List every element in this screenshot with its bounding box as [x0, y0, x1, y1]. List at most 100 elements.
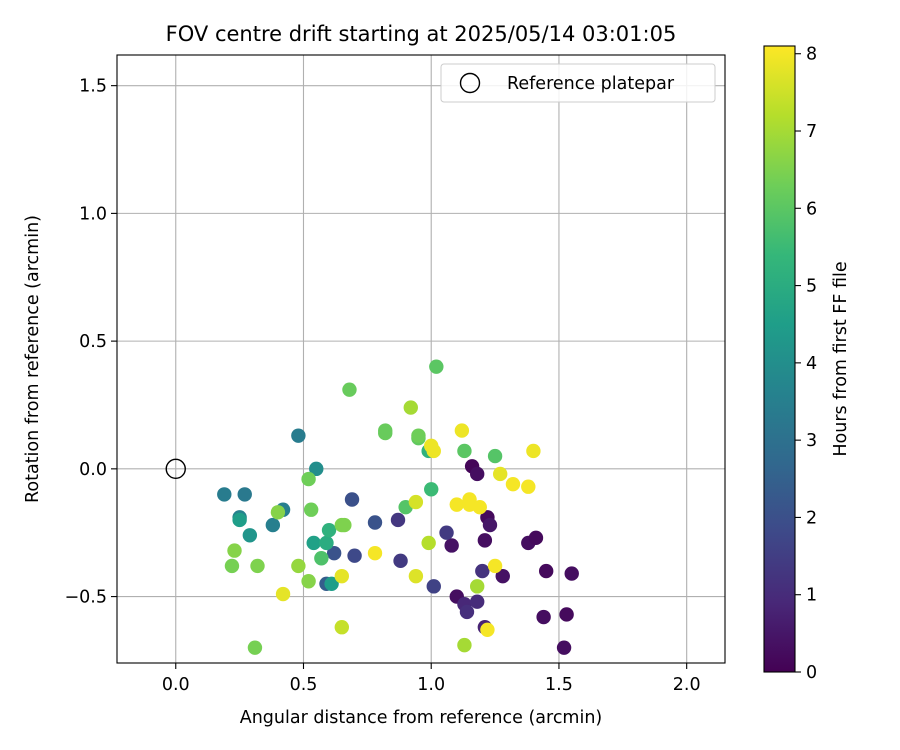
data-point: [270, 505, 286, 520]
legend-label: Reference platepar: [507, 74, 675, 94]
data-point: [337, 517, 352, 533]
data-point: [334, 620, 350, 635]
colorbar-tick-label: 8: [806, 45, 817, 65]
data-point: [480, 622, 495, 637]
data-point: [470, 579, 485, 594]
x-axis-label: Angular distance from reference (arcmin): [240, 708, 603, 728]
data-point: [470, 594, 485, 609]
colorbar-frame: [763, 45, 796, 673]
data-point: [487, 558, 503, 574]
data-point: [495, 568, 510, 584]
x-tick-label: 1.0: [417, 675, 445, 695]
reference-layer: [165, 458, 186, 480]
data-point: [472, 499, 487, 515]
data-point: [303, 502, 319, 517]
data-point: [301, 574, 316, 589]
data-point: [459, 604, 475, 620]
colorbar-ticks: 0 1 2 3 4 5 6 7 8: [795, 45, 817, 683]
data-point: [477, 533, 493, 548]
data-point: [424, 482, 439, 497]
data-point: [556, 640, 572, 655]
data-point: [275, 586, 291, 602]
data-point: [444, 538, 459, 553]
data-point: [457, 637, 472, 653]
data-point: [426, 443, 441, 459]
y-tick-label: 0.5: [79, 332, 107, 352]
data-point: [526, 443, 541, 459]
axis-ticks: 0.0 0.5 1.0 1.5 2.0 −0.5 0.0 0.5 1.0 1.5: [65, 77, 701, 695]
legend-marker-open-circle: [459, 72, 481, 94]
data-point: [367, 515, 383, 530]
x-tick-label: 2.0: [673, 675, 701, 695]
data-point: [454, 423, 470, 438]
data-point: [326, 545, 342, 561]
data-point: [301, 471, 316, 487]
data-point: [378, 425, 393, 441]
data-point: [564, 566, 579, 581]
x-tick-label: 0.5: [290, 675, 318, 695]
data-point: [393, 553, 408, 569]
plot-area: 0.0 0.5 1.0 1.5 2.0 −0.5 0.0 0.5 1.0 1.5: [65, 54, 726, 695]
data-point: [242, 528, 258, 543]
data-point: [291, 558, 306, 574]
colorbar-label: Hours from first FF file: [831, 261, 851, 456]
data-point: [449, 497, 464, 512]
colorbar-tick-label: 5: [806, 277, 817, 297]
data-point: [224, 558, 240, 574]
colorbar-tick-label: 6: [806, 199, 817, 219]
data-point: [319, 535, 334, 551]
data-point: [528, 530, 544, 546]
legend: Reference platepar: [440, 63, 716, 103]
data-point: [314, 551, 329, 566]
data-point: [237, 487, 252, 502]
data-point: [492, 466, 508, 482]
data-point: [421, 535, 436, 551]
data-point: [321, 522, 337, 538]
data-points: [217, 359, 579, 655]
reference-platepar-marker: [165, 458, 186, 480]
data-point: [250, 558, 265, 574]
data-point: [306, 535, 321, 551]
data-point: [232, 512, 247, 528]
data-point: [334, 568, 350, 584]
data-point: [470, 466, 485, 482]
data-point: [408, 494, 424, 510]
data-point: [390, 512, 406, 528]
data-point: [367, 545, 383, 561]
y-tick-label: 1.0: [79, 204, 107, 224]
data-point: [344, 492, 360, 507]
data-point: [227, 543, 242, 558]
data-point: [475, 563, 490, 579]
data-point: [324, 576, 339, 592]
colorbar-tick-label: 4: [806, 354, 817, 374]
chart-title: FOV centre drift starting at 2025/05/14 …: [166, 22, 677, 46]
y-tick-label: 0.0: [79, 460, 107, 480]
data-point: [411, 428, 426, 443]
data-point: [426, 579, 441, 594]
colorbar-tick-label: 0: [806, 663, 817, 683]
x-tick-label: 1.5: [545, 675, 573, 695]
colorbar: 0 1 2 3 4 5 6 7 8 Hours from first FF file: [763, 45, 851, 683]
colorbar-tick-label: 7: [806, 122, 817, 142]
data-point: [487, 448, 503, 464]
data-point: [521, 479, 536, 494]
legend-box: [440, 63, 716, 103]
colorbar-tick-label: 2: [806, 508, 817, 528]
data-point: [457, 443, 472, 459]
data-point: [482, 517, 498, 533]
data-point: [538, 563, 554, 579]
data-point: [429, 359, 444, 374]
colorbar-tick-label: 3: [806, 431, 817, 451]
data-point: [347, 548, 362, 563]
y-tick-label: 1.5: [79, 77, 107, 97]
colorbar-gradient: [764, 46, 795, 672]
data-point: [505, 476, 521, 492]
data-point: [439, 525, 454, 540]
plot-frame: [116, 54, 726, 664]
colorbar-tick-label: 1: [806, 586, 817, 606]
data-point: [536, 609, 551, 625]
data-point: [559, 607, 574, 622]
data-point: [403, 400, 418, 415]
data-point: [309, 461, 324, 477]
